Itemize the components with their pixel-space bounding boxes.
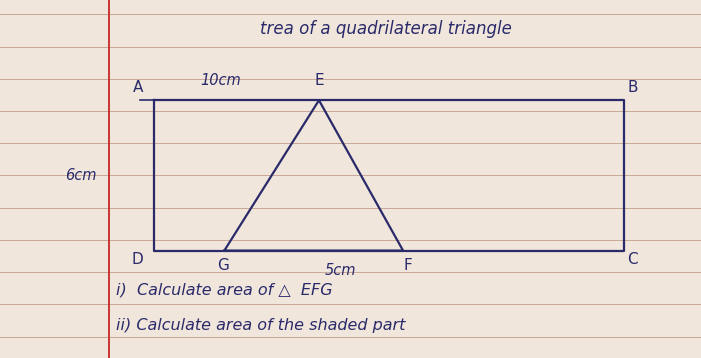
Text: 6cm: 6cm: [65, 168, 96, 183]
Text: G: G: [217, 258, 229, 274]
Text: i)  Calculate area of △  EFG: i) Calculate area of △ EFG: [116, 282, 332, 297]
Text: E: E: [314, 73, 324, 88]
Text: C: C: [627, 252, 638, 267]
Text: D: D: [132, 252, 144, 267]
Text: F: F: [404, 258, 412, 274]
Text: A: A: [133, 80, 144, 95]
Text: trea of a quadrilateral triangle: trea of a quadrilateral triangle: [259, 20, 512, 38]
Text: 10cm: 10cm: [200, 73, 240, 88]
Text: B: B: [627, 80, 638, 95]
Text: ii) Calculate area of the shaded part: ii) Calculate area of the shaded part: [116, 318, 405, 333]
Text: 5cm: 5cm: [325, 263, 356, 278]
